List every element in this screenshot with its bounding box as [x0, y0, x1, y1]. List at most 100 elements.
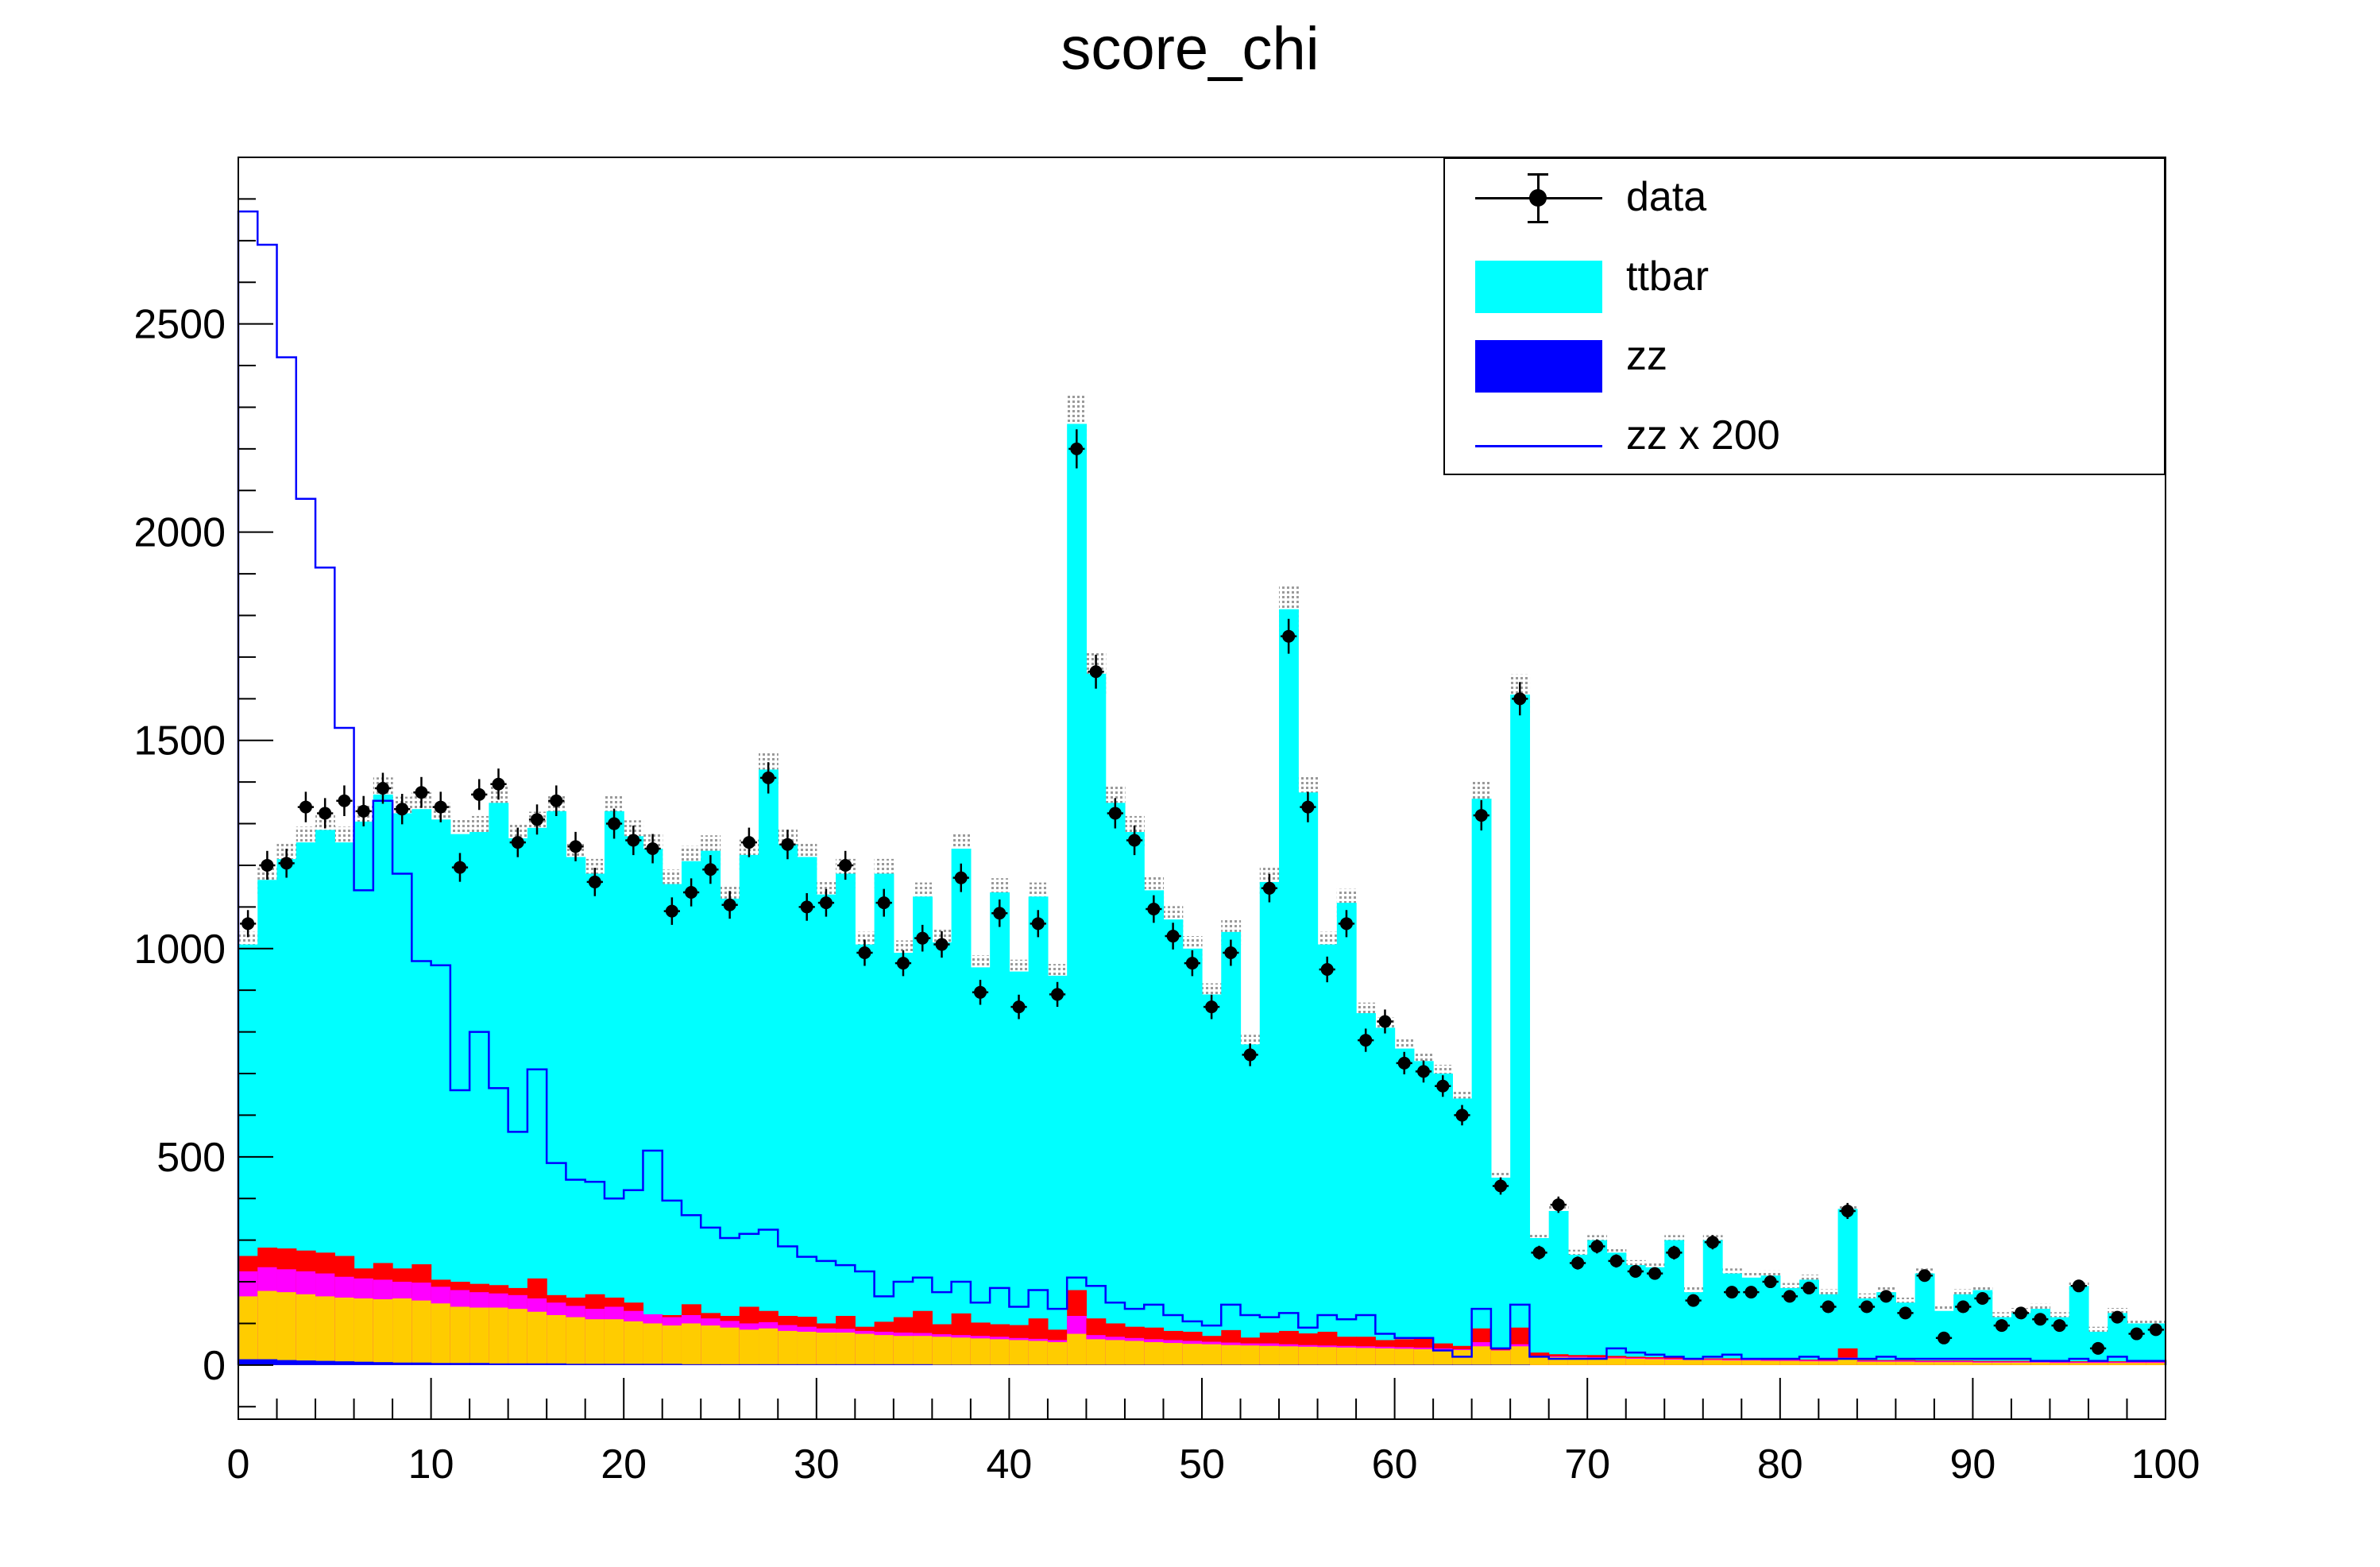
background-orange-bar [450, 1306, 470, 1365]
ttbar-bar [1336, 903, 1357, 1365]
background-orange-bar [1279, 1346, 1299, 1365]
background-orange-bar [1914, 1362, 1935, 1365]
data-point [588, 875, 601, 888]
ttbar-bar [874, 873, 894, 1365]
data-point [1012, 1000, 1026, 1014]
data-point [1108, 807, 1122, 820]
background-orange-bar [990, 1339, 1010, 1365]
data-point [1957, 1300, 1970, 1314]
data-point [511, 836, 524, 849]
x-tick-label: 80 [1757, 1441, 1803, 1488]
ttbar-bar [1567, 1254, 1588, 1365]
data-point [665, 904, 678, 918]
data-point [1224, 946, 1238, 960]
background-orange-bar [276, 1292, 297, 1365]
data-point [1899, 1306, 1912, 1320]
ttbar-bar [1490, 1178, 1511, 1365]
zz-bar [547, 1363, 567, 1365]
zz-bar [1124, 1364, 1145, 1365]
data-point [1609, 1254, 1623, 1267]
ttbar-bar [1163, 919, 1184, 1365]
zz-bar [739, 1364, 759, 1365]
zz-bar [836, 1364, 856, 1365]
data-point [1262, 881, 1276, 895]
background-orange-bar [527, 1311, 547, 1365]
x-tick-label: 10 [408, 1441, 454, 1488]
data-point [1339, 917, 1353, 931]
background-orange-bar [431, 1303, 451, 1365]
zz-bar [932, 1364, 952, 1365]
zz-bar [238, 1359, 258, 1365]
background-orange-bar [2146, 1363, 2166, 1365]
ttbar-bar [643, 848, 663, 1365]
data-point [531, 813, 544, 826]
background-orange-bar [1606, 1358, 1627, 1365]
ttbar-bar [1375, 1027, 1396, 1365]
ttbar-bar [1644, 1267, 1665, 1365]
ttbar-bar [1047, 975, 1068, 1365]
background-orange-bar [2088, 1363, 2108, 1365]
background-orange-bar [508, 1309, 528, 1365]
data-point [1089, 665, 1103, 679]
data-point [781, 838, 794, 851]
zz-bar [855, 1364, 875, 1365]
background-orange-bar [1992, 1362, 2012, 1365]
background-orange-bar [1124, 1341, 1145, 1365]
background-orange-bar [1972, 1362, 1993, 1365]
zz-bar [701, 1364, 721, 1365]
data-point [1147, 902, 1161, 915]
background-orange-bar [1356, 1348, 1376, 1365]
ttbar-bar [624, 836, 644, 1365]
background-orange-bar [1587, 1357, 1608, 1365]
zz-bar [373, 1362, 393, 1365]
background-orange-bar [1799, 1361, 1819, 1365]
data-point [434, 800, 447, 814]
zz-bar [643, 1364, 663, 1365]
y-tick-label: 1000 [133, 927, 226, 973]
ttbar-bar [1144, 890, 1165, 1365]
legend-label-zz-scaled: zz x 200 [1626, 412, 1780, 458]
zz-bar [797, 1364, 817, 1365]
data-point [2149, 1323, 2162, 1337]
zz-bar [1086, 1364, 1107, 1365]
background-orange-bar [547, 1314, 567, 1365]
y-tick-label: 500 [156, 1135, 226, 1181]
ttbar-bar [990, 892, 1010, 1365]
y-tick-label: 2500 [133, 302, 226, 348]
ttbar-bar [855, 944, 875, 1365]
ttbar-bar [431, 819, 451, 1365]
background-orange-bar [1394, 1348, 1415, 1365]
data-point [1474, 809, 1488, 822]
zz-bar [1298, 1364, 1319, 1365]
ttbar-bar [1587, 1240, 1608, 1365]
ttbar-bar [1028, 896, 1049, 1365]
zz-bar [296, 1360, 316, 1365]
zz-bar [1490, 1364, 1511, 1365]
ttbar-bar [1625, 1265, 1646, 1365]
zz-bar [489, 1363, 509, 1365]
background-orange-bar [238, 1296, 258, 1365]
background-orange-bar [1067, 1333, 1088, 1365]
data-point [742, 836, 755, 849]
data-point [896, 957, 910, 970]
data-point [1629, 1264, 1642, 1278]
data-point [1976, 1292, 1989, 1306]
data-point [1571, 1256, 1585, 1270]
ttbar-bar [469, 832, 489, 1365]
background-orange-bar [392, 1298, 412, 1365]
data-point [261, 858, 274, 872]
background-orange-bar [2108, 1363, 2128, 1365]
background-bars-group [238, 1248, 2166, 1365]
background-orange-bar [1741, 1360, 1762, 1365]
ttbar-bar [2069, 1286, 2089, 1365]
data-point [2092, 1341, 2105, 1355]
data-point [1359, 1034, 1373, 1047]
zz-bar [257, 1359, 278, 1365]
background-orange-bar [836, 1332, 856, 1365]
zz-bar [1105, 1364, 1126, 1365]
zz-bar [720, 1364, 740, 1365]
zz-bar [681, 1364, 701, 1365]
x-tick-label: 100 [2131, 1441, 2200, 1488]
background-orange-bar [1163, 1343, 1184, 1365]
data-point [1166, 930, 1180, 943]
